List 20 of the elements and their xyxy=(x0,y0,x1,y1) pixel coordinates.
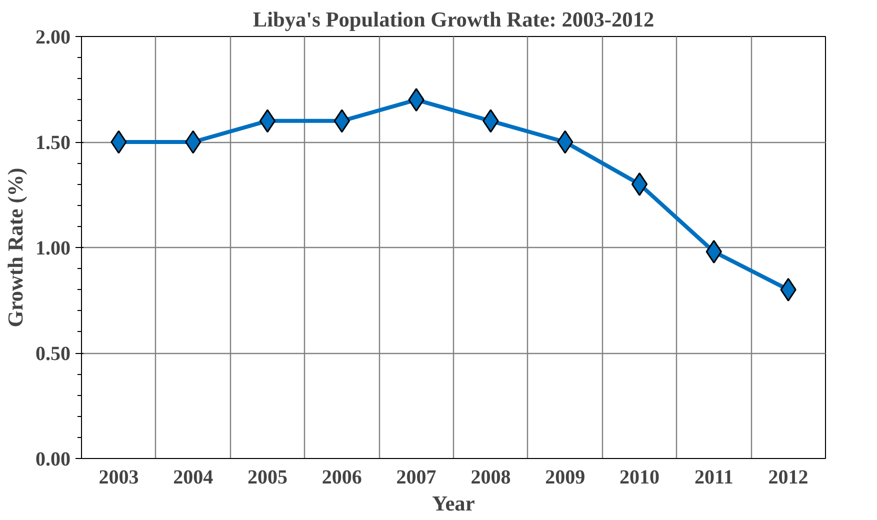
x-tick-label: 2003 xyxy=(98,466,139,488)
x-tick-label: 2005 xyxy=(248,466,288,488)
x-tick-label: 2004 xyxy=(173,466,214,488)
x-tick-label: 2006 xyxy=(322,466,362,488)
x-tick-label: 2009 xyxy=(545,466,586,488)
y-tick-label: 1.00 xyxy=(36,238,70,260)
x-tick-label: 2012 xyxy=(768,466,808,488)
y-axis-title: Growth Rate (%) xyxy=(4,168,28,328)
x-tick-label: 2007 xyxy=(396,466,436,488)
x-tick-label: 2011 xyxy=(694,466,734,488)
point xyxy=(259,109,276,133)
y-tick-label: 0.00 xyxy=(36,448,70,470)
x-tick-label: 2010 xyxy=(620,466,660,488)
y-tick-label: 0.50 xyxy=(36,343,70,365)
y-tick-label: 1.50 xyxy=(36,132,70,154)
x-tick-label: 2008 xyxy=(470,466,511,488)
point xyxy=(631,172,648,196)
y-tick-label: 2.00 xyxy=(36,26,70,48)
x-axis-title: Year xyxy=(432,492,476,516)
chart-title: Libya's Population Growth Rate: 2003-2012 xyxy=(252,8,654,32)
